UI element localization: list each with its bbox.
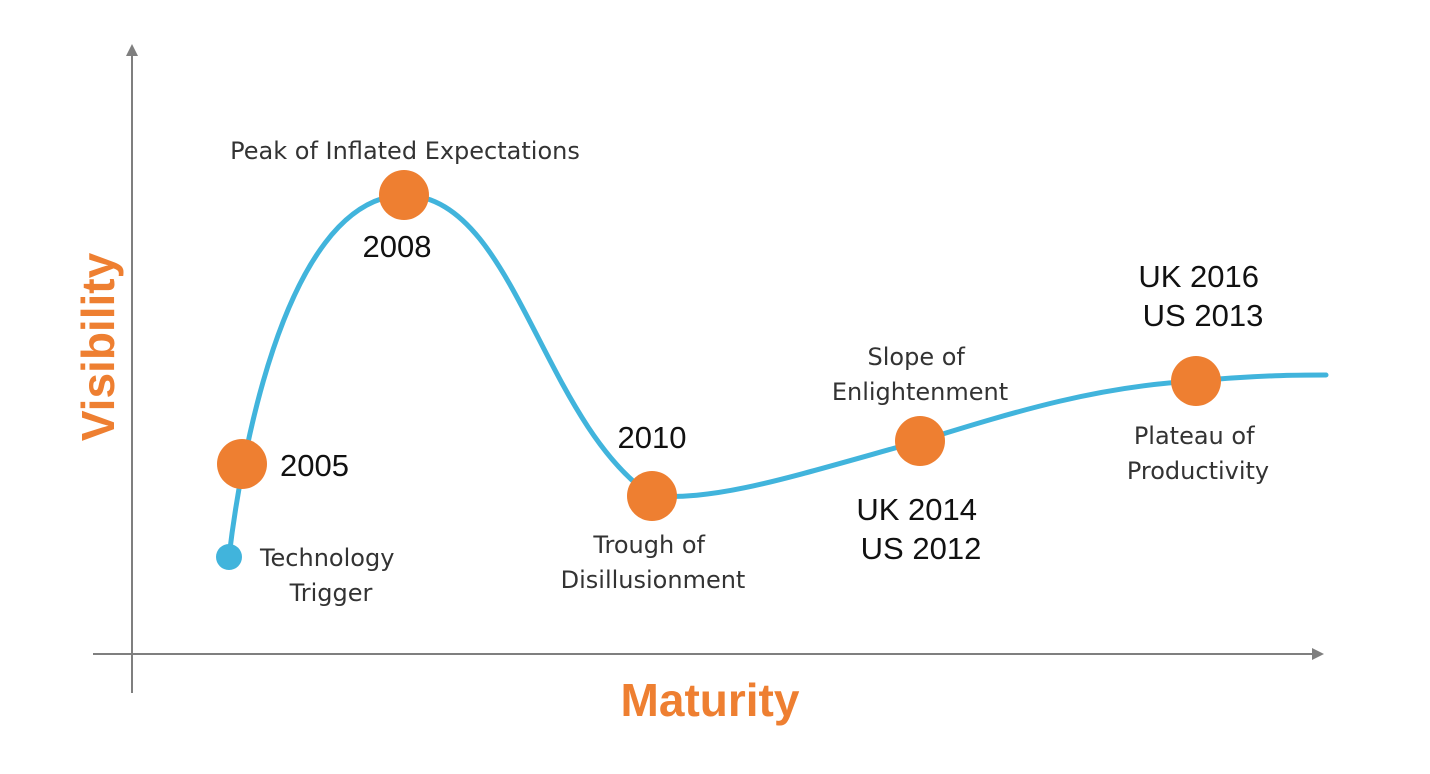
milestone-plateau-marker	[1171, 356, 1221, 406]
year-label-line: UK 2014	[856, 492, 977, 527]
phase-label-plateau: Plateau of Productivity	[1127, 422, 1269, 485]
phase-label-slope: Slope of Enlightenment	[832, 343, 1008, 406]
year-label-line: US 2013	[1143, 298, 1264, 333]
phase-label-line: Trigger	[289, 579, 373, 607]
technology-trigger-dot	[216, 544, 242, 570]
phase-label-line: Plateau of	[1134, 422, 1255, 450]
phase-label-technology-trigger: Technology Trigger	[259, 544, 402, 607]
year-label-line: 2008	[363, 229, 432, 264]
year-label-2010: 2010	[618, 420, 687, 455]
milestone-2010-marker	[627, 471, 677, 521]
year-label-2008: 2008	[363, 229, 432, 264]
year-label-line: US 2012	[861, 531, 982, 566]
year-label-plateau: UK 2016 US 2013	[1138, 259, 1267, 333]
year-label-2005: 2005	[280, 448, 349, 483]
phase-label-line: Productivity	[1127, 457, 1269, 485]
x-axis-title: Maturity	[621, 674, 800, 726]
phase-label-peak: Peak of Inflated Expectations	[230, 137, 580, 165]
phase-label-line: Slope of	[868, 343, 966, 371]
phase-label-line: Technology	[259, 544, 394, 572]
year-label-line: 2005	[280, 448, 349, 483]
phase-label-trough: Trough of Disillusionment	[561, 531, 746, 594]
year-label-line: UK 2016	[1138, 259, 1259, 294]
milestone-2005-marker	[217, 439, 267, 489]
phase-label-line: Disillusionment	[561, 566, 746, 594]
milestone-2008-marker	[379, 170, 429, 220]
phase-label-line: Enlightenment	[832, 378, 1008, 406]
milestone-slope-marker	[895, 416, 945, 466]
y-axis-title: Visibility	[72, 252, 124, 441]
phase-label-line: Peak of Inflated Expectations	[230, 137, 580, 165]
year-label-line: 2010	[618, 420, 687, 455]
phase-label-line: Trough of	[592, 531, 705, 559]
year-label-slope: UK 2014 US 2012	[856, 492, 985, 566]
